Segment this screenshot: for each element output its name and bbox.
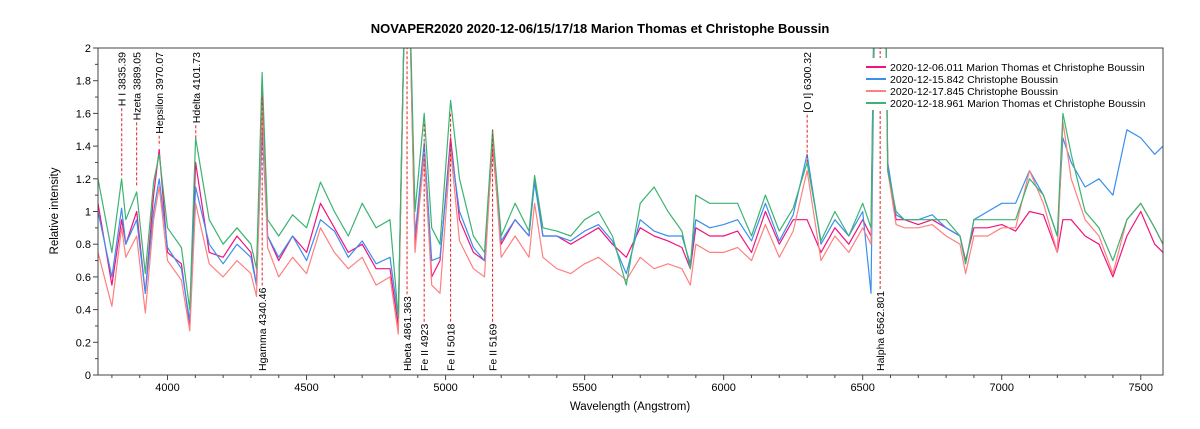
line-annotation-label: Fe II 5169 — [488, 324, 500, 371]
legend: 2020-12-06.011 Marion Thomas et Christop… — [862, 58, 1146, 110]
y-tick-label: 0.2 — [76, 337, 91, 349]
x-tick-label: 4000 — [155, 382, 179, 394]
x-tick-label: 4500 — [294, 382, 318, 394]
y-tick-label: 1 — [85, 207, 91, 219]
line-annotation-label: Fe II 4923 — [419, 324, 431, 371]
legend-background — [862, 58, 1130, 110]
legend-entry: 2020-12-06.011 Marion Thomas et Christop… — [890, 62, 1145, 74]
y-tick-label: 1.4 — [76, 141, 91, 153]
legend-entry: 2020-12-17.845 Christophe Boussin — [890, 86, 1058, 98]
y-tick-label: 1.8 — [76, 76, 91, 88]
y-tick-label: 1.6 — [76, 108, 91, 120]
y-tick-label: 0 — [85, 370, 91, 382]
y-tick-label: 0.6 — [76, 272, 91, 284]
y-tick-label: 2 — [85, 43, 91, 55]
y-tick-label: 0.4 — [76, 305, 91, 317]
series-line-4 — [98, 48, 1163, 319]
x-tick-label: 7000 — [989, 382, 1013, 394]
y-axis-label: Relative intensity — [49, 167, 61, 254]
line-annotation-label: Hdelta 4101.73 — [191, 52, 203, 123]
chart-title: NOVAPER2020 2020-12-06/15/17/18 Marion T… — [371, 21, 830, 36]
line-annotation-label: Halpha 6562.801 — [875, 291, 887, 371]
line-annotation-label: Hgamma 4340.46 — [257, 287, 269, 371]
x-tick-label: 5000 — [433, 382, 457, 394]
legend-entry: 2020-12-18.961 Marion Thomas et Christop… — [890, 98, 1146, 110]
y-tick-label: 1.2 — [76, 174, 91, 186]
line-annotation-label: Fe II 5018 — [446, 324, 458, 371]
series-line-3 — [98, 48, 1163, 335]
line-annotation-label: Hbeta 4861.363 — [402, 296, 414, 371]
x-axis-label: Wavelength (Angstrom) — [570, 401, 691, 413]
y-tick-label: 0.8 — [76, 239, 91, 251]
line-annotation-label: Hepsilon 3970.07 — [154, 52, 166, 134]
line-annotation-label: H I 3835.39 — [117, 52, 129, 106]
line-annotation-label: [O I] 6300.32 — [802, 52, 814, 113]
legend-entry: 2020-12-15.842 Christophe Boussin — [890, 74, 1058, 86]
x-tick-label: 7500 — [1129, 382, 1153, 394]
line-annotation-label: Hzeta 3889.05 — [132, 52, 144, 120]
x-tick-label: 6000 — [711, 382, 735, 394]
x-tick-label: 5500 — [572, 382, 596, 394]
x-tick-label: 6500 — [850, 382, 874, 394]
